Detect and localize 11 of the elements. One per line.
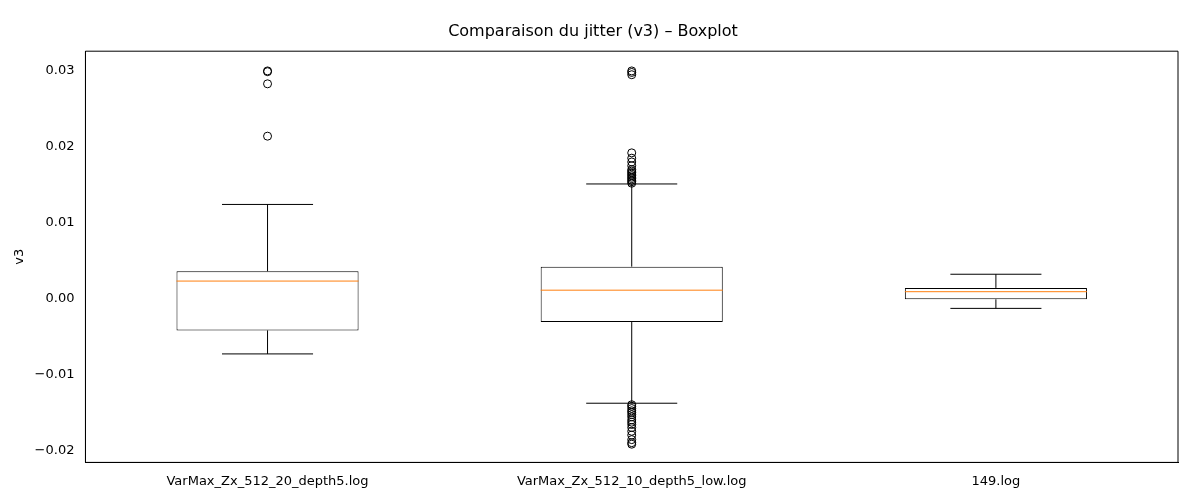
x-tick-label: VarMax_Zx_512_10_depth5_low.log [516, 472, 747, 488]
y-tick-label: 0.03 [45, 62, 75, 78]
y-tick-label: −0.02 [34, 441, 75, 457]
y-axis-title: v3 [11, 248, 27, 265]
y-tick-label: 0.01 [45, 214, 75, 230]
x-tick-label: VarMax_Zx_512_20_depth5.log [166, 472, 369, 488]
y-tick-label: 0.00 [45, 289, 75, 305]
chart-title: Comparaison du jitter (v3) – Boxplot [448, 20, 738, 40]
x-tick-label: 149.log [971, 472, 1021, 488]
y-tick-label: −0.01 [34, 365, 75, 381]
y-tick-label: 0.02 [45, 138, 75, 154]
